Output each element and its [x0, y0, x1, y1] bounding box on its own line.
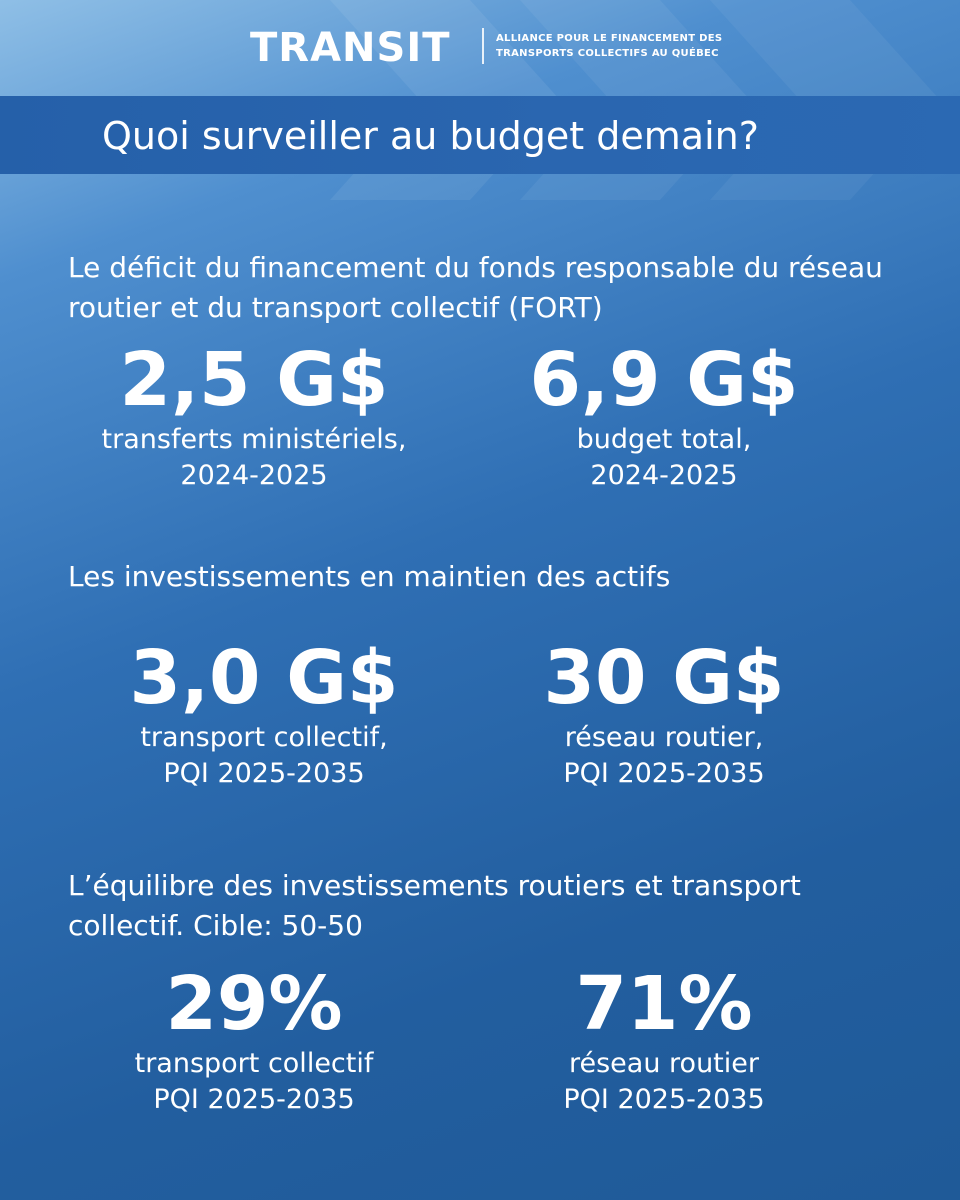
stat-description: réseau routier PQI 2025-2035: [444, 1046, 884, 1118]
stat-desc-line1: transport collectif: [134, 1048, 374, 1079]
stat-desc-line1: réseau routier: [569, 1048, 759, 1079]
stat-desc-line2: 2024-2025: [180, 460, 328, 491]
stat-value: 71%: [575, 961, 753, 1047]
logo-subtitle-line1: ALLIANCE POUR LE FINANCEMENT DES: [496, 33, 723, 44]
section-heading-maintien-actifs: Les investissements en maintien des acti…: [68, 560, 671, 593]
page-title: Quoi surveiller au budget demain?: [102, 114, 759, 158]
stat-description: transport collectif, PQI 2025-2035: [44, 720, 484, 792]
section-heading-fort-deficit: Le déficit du financement du fonds respo…: [68, 251, 883, 324]
stat-card-transferts: 2,5 G$ transferts ministériels, 2024-202…: [34, 338, 474, 494]
stat-card-pct-reseau-routier: 71% réseau routier PQI 2025-2035: [444, 962, 884, 1118]
stat-card-reseau-routier: 30 G$ réseau routier, PQI 2025-2035: [444, 636, 884, 792]
title-band: [0, 96, 960, 174]
stat-desc-line1: transferts ministériels,: [101, 424, 407, 455]
stat-value: 3,0 G$: [129, 635, 399, 721]
logo-subtitle: ALLIANCE POUR LE FINANCEMENT DES TRANSPO…: [496, 31, 722, 61]
stat-description: transferts ministériels, 2024-2025: [34, 422, 474, 494]
stat-desc-line2: PQI 2025-2035: [563, 1084, 765, 1115]
stat-desc-line2: PQI 2025-2035: [153, 1084, 355, 1115]
stat-desc-line1: budget total,: [576, 424, 752, 455]
stat-value: 6,9 G$: [529, 337, 799, 423]
stat-description: transport collectif PQI 2025-2035: [34, 1046, 474, 1118]
stat-card-transport-collectif: 3,0 G$ transport collectif, PQI 2025-203…: [44, 636, 484, 792]
stat-card-budget-total: 6,9 G$ budget total, 2024-2025: [444, 338, 884, 494]
stat-desc-line1: transport collectif,: [140, 722, 388, 753]
stat-value: 30 G$: [543, 635, 785, 721]
stat-desc-line2: 2024-2025: [590, 460, 738, 491]
stat-desc-line1: réseau routier,: [564, 722, 764, 753]
stat-desc-line2: PQI 2025-2035: [163, 758, 365, 789]
stat-description: réseau routier, PQI 2025-2035: [444, 720, 884, 792]
logo-divider: [482, 28, 484, 64]
section-heading-equilibre: L’équilibre des investissements routiers…: [68, 869, 801, 942]
stat-value: 29%: [165, 961, 343, 1047]
transit-logo[interactable]: TRANSIT: [250, 25, 451, 71]
stat-card-pct-transport-collectif: 29% transport collectif PQI 2025-2035: [34, 962, 474, 1118]
header: TRANSIT ALLIANCE POUR LE FINANCEMENT DES…: [0, 0, 960, 95]
stat-value: 2,5 G$: [119, 337, 389, 423]
stat-desc-line2: PQI 2025-2035: [563, 758, 765, 789]
stat-description: budget total, 2024-2025: [444, 422, 884, 494]
logo-subtitle-line2: TRANSPORTS COLLECTIFS AU QUÉBEC: [496, 48, 719, 59]
